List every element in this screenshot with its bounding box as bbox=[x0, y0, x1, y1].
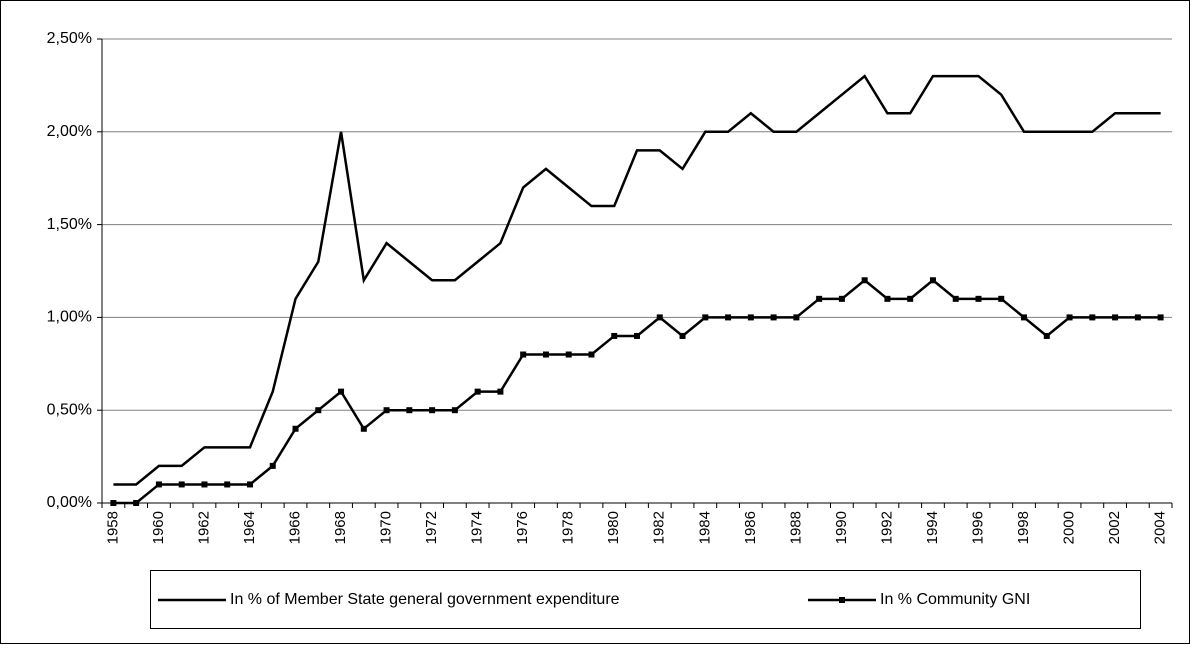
point-marker bbox=[679, 332, 686, 339]
point-marker bbox=[155, 481, 162, 488]
point-marker bbox=[747, 314, 754, 321]
point-marker bbox=[725, 314, 732, 321]
point-marker bbox=[1157, 314, 1164, 321]
legend-marker bbox=[839, 597, 845, 603]
point-marker bbox=[656, 314, 663, 321]
point-marker bbox=[383, 407, 390, 414]
point-marker bbox=[520, 351, 527, 358]
x-tick-label: 1958 bbox=[104, 511, 121, 544]
point-marker bbox=[360, 425, 367, 432]
x-tick-label: 1984 bbox=[696, 511, 713, 544]
x-tick-label: 1960 bbox=[150, 511, 167, 544]
y-tick-label: 0,00% bbox=[47, 494, 92, 511]
x-tick-label: 1980 bbox=[605, 511, 622, 544]
x-tick-label: 1968 bbox=[332, 511, 349, 544]
x-tick-label: 2000 bbox=[1061, 511, 1078, 544]
y-tick-label: 0,50% bbox=[47, 401, 92, 418]
x-tick-label: 2002 bbox=[1106, 511, 1123, 544]
x-tick-label: 1986 bbox=[742, 511, 759, 544]
x-tick-label: 2004 bbox=[1152, 511, 1169, 544]
y-tick-label: 1,00% bbox=[47, 309, 92, 326]
x-tick-label: 1976 bbox=[514, 511, 531, 544]
point-marker bbox=[861, 277, 868, 284]
point-marker bbox=[838, 295, 845, 302]
x-tick-label: 1996 bbox=[969, 511, 986, 544]
point-marker bbox=[110, 500, 117, 506]
legend-label: In % of Member State general government … bbox=[230, 591, 620, 608]
point-marker bbox=[474, 388, 481, 395]
point-marker bbox=[542, 351, 549, 358]
point-marker bbox=[246, 481, 253, 488]
x-tick-label: 1972 bbox=[423, 511, 440, 544]
point-marker bbox=[907, 295, 914, 302]
point-marker bbox=[565, 351, 572, 358]
point-marker bbox=[634, 332, 640, 339]
point-marker bbox=[611, 332, 618, 339]
x-tick-label: 1982 bbox=[651, 511, 668, 544]
x-tick-label: 1978 bbox=[560, 511, 577, 544]
point-marker bbox=[1043, 332, 1050, 339]
point-marker bbox=[1112, 314, 1119, 321]
y-tick-label: 1,50% bbox=[47, 216, 92, 233]
point-marker bbox=[133, 500, 140, 506]
legend-box bbox=[150, 570, 1141, 629]
x-tick-label: 1970 bbox=[378, 511, 395, 544]
point-marker bbox=[315, 407, 322, 414]
point-marker bbox=[292, 425, 299, 432]
point-marker bbox=[1021, 314, 1028, 321]
x-tick-label: 1994 bbox=[924, 511, 941, 544]
point-marker bbox=[429, 407, 436, 414]
point-marker bbox=[975, 295, 982, 302]
point-marker bbox=[816, 295, 823, 302]
point-marker bbox=[770, 314, 777, 321]
series-line bbox=[113, 74, 1161, 486]
point-marker bbox=[269, 462, 276, 469]
point-marker bbox=[952, 295, 959, 302]
point-marker bbox=[406, 407, 413, 414]
point-marker bbox=[929, 277, 936, 284]
x-tick-label: 1998 bbox=[1015, 511, 1032, 544]
y-tick-label: 2,50% bbox=[47, 30, 92, 47]
point-marker bbox=[702, 314, 709, 321]
x-tick-label: 1990 bbox=[833, 511, 850, 544]
legend-label: In % Community GNI bbox=[880, 591, 1030, 608]
point-marker bbox=[884, 295, 891, 302]
x-tick-label: 1966 bbox=[286, 511, 303, 544]
x-tick-label: 1962 bbox=[195, 511, 212, 544]
point-marker bbox=[451, 407, 458, 414]
point-marker bbox=[793, 314, 800, 321]
point-marker bbox=[224, 481, 231, 488]
y-tick-label: 2,00% bbox=[47, 123, 92, 140]
x-tick-label: 1992 bbox=[878, 511, 895, 544]
point-marker bbox=[201, 481, 208, 488]
point-marker bbox=[1089, 314, 1096, 321]
x-tick-label: 1988 bbox=[787, 511, 804, 544]
x-tick-label: 1964 bbox=[241, 511, 258, 544]
point-marker bbox=[1134, 314, 1141, 321]
point-marker bbox=[497, 388, 504, 395]
point-marker bbox=[1066, 314, 1073, 321]
x-tick-label: 1974 bbox=[469, 511, 486, 544]
point-marker bbox=[338, 388, 345, 395]
point-marker bbox=[998, 295, 1005, 302]
point-marker bbox=[178, 481, 185, 488]
point-marker bbox=[588, 351, 595, 358]
